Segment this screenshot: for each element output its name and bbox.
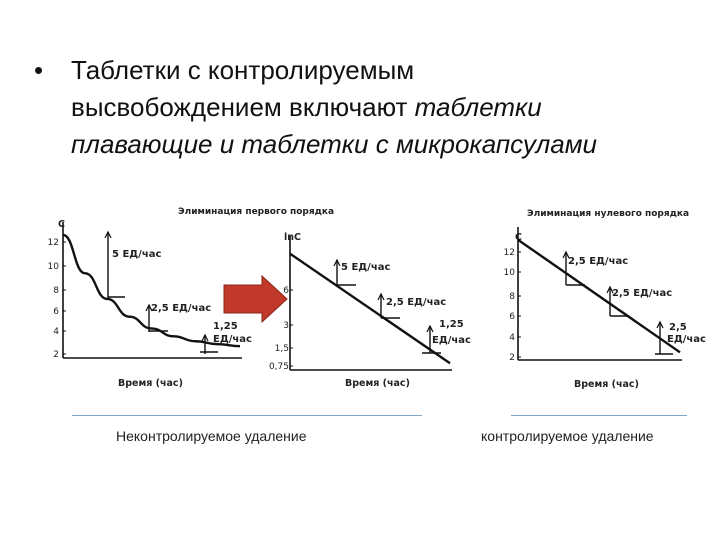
chart-1-ytick-label: 2: [53, 350, 59, 360]
chart-2-ytick-label: 6: [283, 286, 289, 296]
chart-3-ytick-label: 8: [509, 292, 515, 302]
chart-1-ytick-label: 12: [48, 238, 59, 248]
chart-3-ytick-label: 6: [509, 312, 515, 322]
chart-3-ylabel: C: [515, 232, 522, 243]
chart-1-annotation: 5 ЕД/час: [112, 249, 161, 260]
caption-right: контролируемое удаление: [481, 428, 654, 444]
right-arrow-shape: [223, 274, 288, 324]
chart-3-title: Элиминация нулевого порядка: [527, 209, 689, 219]
chart-1-rate-arrowhead: [104, 230, 112, 239]
chart-2-ylabel: lnC: [284, 232, 301, 243]
chart-1-ytick-label: 4: [53, 327, 59, 337]
separator-left: [72, 415, 422, 416]
chart-3-rate-arrowhead: [656, 320, 664, 329]
bullet-line-3: плавающие и таблетки с микрокапсулами: [71, 129, 598, 159]
chart-1-ytick-label: 6: [53, 307, 59, 317]
chart-1-ytick-label: 10: [48, 262, 60, 272]
chart-3-rate-arrowhead: [562, 250, 570, 259]
chart-2-rate-arrowhead: [426, 324, 434, 333]
chart-2-series-line: [289, 252, 451, 365]
bullet-line-2-normal: высвобождением включают: [71, 92, 415, 122]
bullet-line-2-italic: таблетки: [414, 92, 542, 122]
chart-1-annotation: 2,5 ЕД/час: [151, 303, 211, 314]
chart-3-ytick-label: 12: [504, 248, 515, 258]
separator-right: [511, 415, 687, 416]
chart-2-annotation: 2,5 ЕД/час: [386, 297, 446, 308]
right-arrow-icon: [223, 274, 288, 324]
chart-2-ytick-label: 1,5: [275, 344, 289, 354]
chart-1-title: Элиминация первого порядка: [178, 207, 334, 217]
chart-2-rate-arrowhead: [333, 258, 341, 267]
bullet-line-2: высвобождением включают таблетки: [71, 89, 694, 126]
chart-1-xlabel: Время (час): [118, 378, 183, 389]
chart-3-annotation: 2,5: [669, 322, 687, 333]
chart-2-annotation: 5 ЕД/час: [341, 262, 390, 273]
chart-2-ytick-label: 0,75: [269, 362, 289, 372]
chart-3-ytick-label: 10: [504, 268, 516, 278]
chart-1-annotation: ЕД/час: [213, 334, 252, 345]
chart-2-xlabel: Время (час): [345, 378, 410, 389]
chart-3-series-line: [517, 238, 681, 354]
chart-3-ytick-label: 4: [509, 333, 515, 343]
caption-left: Неконтролируемое удаление: [116, 428, 307, 444]
bullet-line-1: Таблетки с контролируемым: [71, 55, 415, 85]
chart-3-annotation: 2,5 ЕД/час: [612, 288, 672, 299]
chart-2-rate-arrowhead: [377, 292, 385, 301]
chart-1-rate-arrowhead: [145, 303, 153, 312]
chart-1-ytick-label: 8: [53, 286, 59, 296]
chart-1-series-line: [62, 233, 241, 348]
chart-3-rate-arrowhead: [606, 285, 614, 294]
chart-3-annotation: ЕД/час: [667, 334, 706, 345]
chart-2-annotation: ЕД/час: [432, 335, 471, 346]
chart-3-ytick-label: 2: [509, 353, 515, 363]
chart-1-annotation: 1,25: [213, 321, 238, 332]
chart-1-ylabel: C: [58, 219, 65, 230]
chart-3-xlabel: Время (час): [574, 379, 639, 390]
chart-2-annotation: 1,25: [439, 319, 464, 330]
bullet-dot: •: [34, 55, 44, 85]
chart-2-ytick-label: 3: [283, 321, 289, 331]
chart-1-rate-arrowhead: [201, 333, 209, 342]
chart-3-annotation: 2,5 ЕД/час: [568, 256, 628, 267]
bullet-text: Таблетки с контролируемым высвобождением…: [71, 52, 694, 163]
bullet-block: • Таблетки с контролируемым высвобождени…: [34, 52, 694, 163]
